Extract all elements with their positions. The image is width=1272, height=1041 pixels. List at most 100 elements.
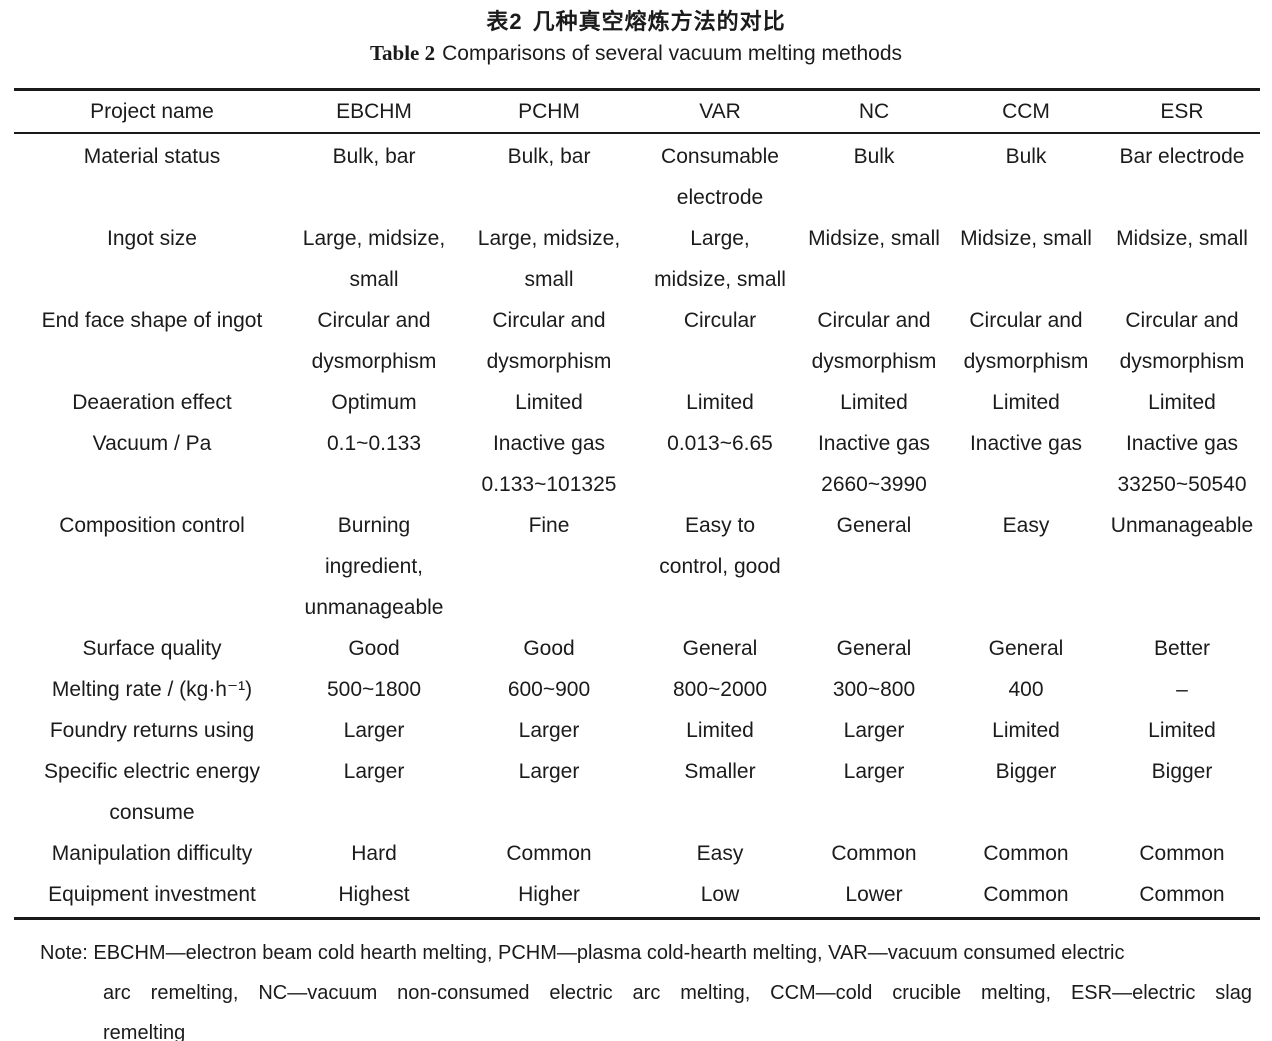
table-cell: Easy <box>696 842 744 865</box>
table-cell: Large, midsize, small <box>477 227 621 291</box>
note-line: arc remelting, NC—vacuum non-consumed el… <box>103 982 1252 1004</box>
table-cell: Inactive gas 2660~3990 <box>817 432 931 496</box>
table-cell: Good <box>523 637 575 660</box>
table-cell: Bulk <box>1005 145 1047 168</box>
table-cell: General <box>682 637 758 660</box>
table-cell: 600~900 <box>507 678 591 701</box>
table-cell: Inactive gas 33250~50540 <box>1117 432 1247 496</box>
table-title-en: Table 2 Comparisons of several vacuum mel… <box>14 40 1258 67</box>
table-cell: Inactive gas <box>969 432 1083 455</box>
table-row: Manipulation difficulty Hard Common Easy Com… <box>14 833 1260 874</box>
row-label: Surface quality <box>82 637 222 660</box>
table-cell: General <box>836 514 912 537</box>
table-cell: Higher <box>518 883 580 906</box>
table-row: Equipment investment Highest Higher Low Lowe… <box>14 874 1260 919</box>
table-cell: 500~1800 <box>326 678 422 701</box>
table-cell: Bigger <box>1151 760 1213 783</box>
table-cell: Good <box>348 637 400 660</box>
table-row: Ingot size Large, midsize, small Large, mi… <box>14 218 1260 300</box>
table-cell: Midsize, small <box>960 227 1092 250</box>
column-header-pchm: PCHM <box>458 89 640 134</box>
table-title-zh-text: 几种真空熔炼方法的对比 <box>532 9 786 34</box>
table-cell: Bulk, bar <box>332 145 416 168</box>
table-cell: Midsize, small <box>1116 227 1248 250</box>
table-cell: Limited <box>686 391 754 414</box>
table-cell: Limited <box>840 391 908 414</box>
table-cell: Circular and dysmorphism <box>486 309 612 373</box>
table-cell: Easy <box>1002 514 1050 537</box>
table-cell: Larger <box>843 719 905 742</box>
table-cell: Limited <box>992 391 1060 414</box>
table-cell: Optimum <box>331 391 417 414</box>
table-row: End face shape of ingot Circular and dysm… <box>14 300 1260 382</box>
column-header-nc: NC <box>800 89 948 134</box>
table-cell: Circular <box>683 309 757 332</box>
table-cell: Smaller <box>684 760 756 783</box>
row-label: Manipulation difficulty <box>51 842 253 865</box>
table-cell: Unmanageable <box>1110 514 1254 537</box>
table-cell: Hard <box>351 842 397 865</box>
table-cell: Common <box>831 842 917 865</box>
table-cell: Limited <box>686 719 754 742</box>
table-title-en-label: Table 2 <box>369 41 436 65</box>
table-cell: Large, midsize, small <box>302 227 446 291</box>
table-row: Melting rate / (kg·h⁻¹) 500~1800 600~900 80… <box>14 669 1260 710</box>
table-cell: Bulk <box>853 145 895 168</box>
table-row: Specific electric energy consume Larger La… <box>14 751 1260 833</box>
table-cell: Consumable electrode <box>661 145 779 209</box>
table-cell: Low <box>700 883 740 906</box>
table-cell: Midsize, small <box>808 227 940 250</box>
table-cell: Larger <box>343 760 405 783</box>
table-cell: Bigger <box>995 760 1057 783</box>
table-row: Composition control Burning ingredient, u… <box>14 505 1260 628</box>
table-cell: Limited <box>1148 719 1216 742</box>
row-label: Material status <box>83 145 221 168</box>
table-cell: Larger <box>518 719 580 742</box>
table-cell: General <box>836 637 912 660</box>
table-cell: Inactive gas 0.133~101325 <box>481 432 617 496</box>
table-body: Material status Bulk, bar Bulk, bar Consuma… <box>14 133 1260 919</box>
table-cell: Bulk, bar <box>507 145 591 168</box>
column-header-esr: ESR <box>1104 89 1260 134</box>
table-cell: Common <box>1139 842 1225 865</box>
table-cell: Lower <box>845 883 903 906</box>
row-label: Equipment investment <box>48 883 256 906</box>
table-cell: Larger <box>843 760 905 783</box>
table-cell: Fine <box>528 514 570 537</box>
table-cell: 0.013~6.65 <box>667 432 773 455</box>
table-cell: Limited <box>1148 391 1216 414</box>
table-cell: 300~800 <box>832 678 916 701</box>
table-title-zh-label: 表2 <box>486 9 523 34</box>
row-label: Composition control <box>59 514 245 537</box>
row-label: Vacuum / Pa <box>92 432 212 455</box>
table-cell: Highest <box>338 883 410 906</box>
table-cell: Common <box>983 842 1069 865</box>
table-cell: 0.1~0.133 <box>326 432 421 455</box>
table-row: Vacuum / Pa 0.1~0.133 Inactive gas 0.133~1… <box>14 423 1260 505</box>
table-cell: – <box>1176 678 1188 701</box>
table-row: Deaeration effect Optimum Limited Limited Li… <box>14 382 1260 423</box>
row-label: Specific electric energy consume <box>44 760 260 824</box>
table-cell: Circular and dysmorphism <box>311 309 437 373</box>
table-cell: General <box>988 637 1064 660</box>
table-cell: Burning ingredient, unmanageable <box>304 514 444 619</box>
column-header-var: VAR <box>640 89 800 134</box>
table-cell: Bar electrode <box>1119 145 1245 168</box>
table-header: Project name EBCHM PCHM VAR NC CCM ESR <box>14 89 1260 134</box>
header-row: Project name EBCHM PCHM VAR NC CCM ESR <box>14 89 1260 134</box>
table-row: Material status Bulk, bar Bulk, bar Consuma… <box>14 133 1260 218</box>
table-cell: Large, midsize, small <box>654 227 786 291</box>
row-label: Foundry returns using <box>49 719 255 742</box>
column-header-project-name: Project name <box>14 89 290 134</box>
table-cell: Common <box>1139 883 1225 906</box>
table-row: Foundry returns using Larger Larger Limited… <box>14 710 1260 751</box>
table-cell: Limited <box>992 719 1060 742</box>
table-cell: Easy to control, good <box>659 514 781 578</box>
note-line: remelting <box>103 1022 186 1041</box>
table-cell: Common <box>983 883 1069 906</box>
table-note: Note: EBCHM—electron beam cold hearth me… <box>14 933 1252 1041</box>
table-cell: Circular and dysmorphism <box>963 309 1089 373</box>
note-line: Note: EBCHM—electron beam cold hearth me… <box>40 942 1125 964</box>
table-cell: Better <box>1153 637 1211 660</box>
